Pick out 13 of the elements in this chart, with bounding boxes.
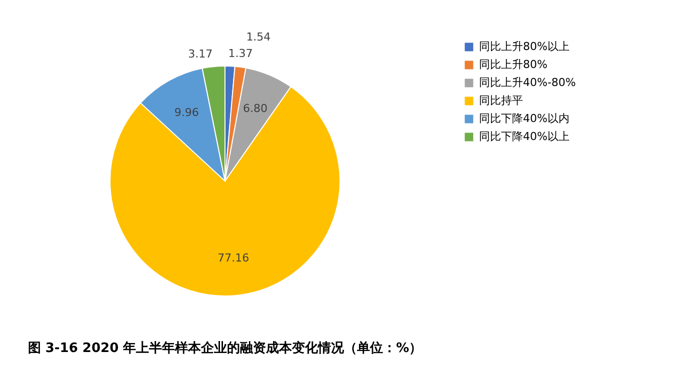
- legend-label: 同比下降40%以上: [479, 130, 570, 143]
- data-label: 6.80: [242, 102, 268, 115]
- legend-label: 同比持平: [479, 94, 523, 107]
- data-label: 1.54: [246, 30, 271, 44]
- data-label: 3.17: [188, 48, 213, 61]
- legend-label: 同比下降40%以内: [479, 112, 570, 125]
- data-label: 1.37: [228, 47, 253, 60]
- data-label: 77.16: [218, 252, 250, 265]
- legend-label: 同比上升40%-80%: [479, 76, 576, 89]
- legend-label: 同比上升80%以上: [479, 40, 570, 53]
- text: 图 3-16 2020 年上半年样本企业的融资成本变化情况（单位：%）: [28, 340, 422, 356]
- data-label: 9.96: [174, 106, 199, 119]
- legend-label: 同比上升80%: [479, 58, 548, 71]
